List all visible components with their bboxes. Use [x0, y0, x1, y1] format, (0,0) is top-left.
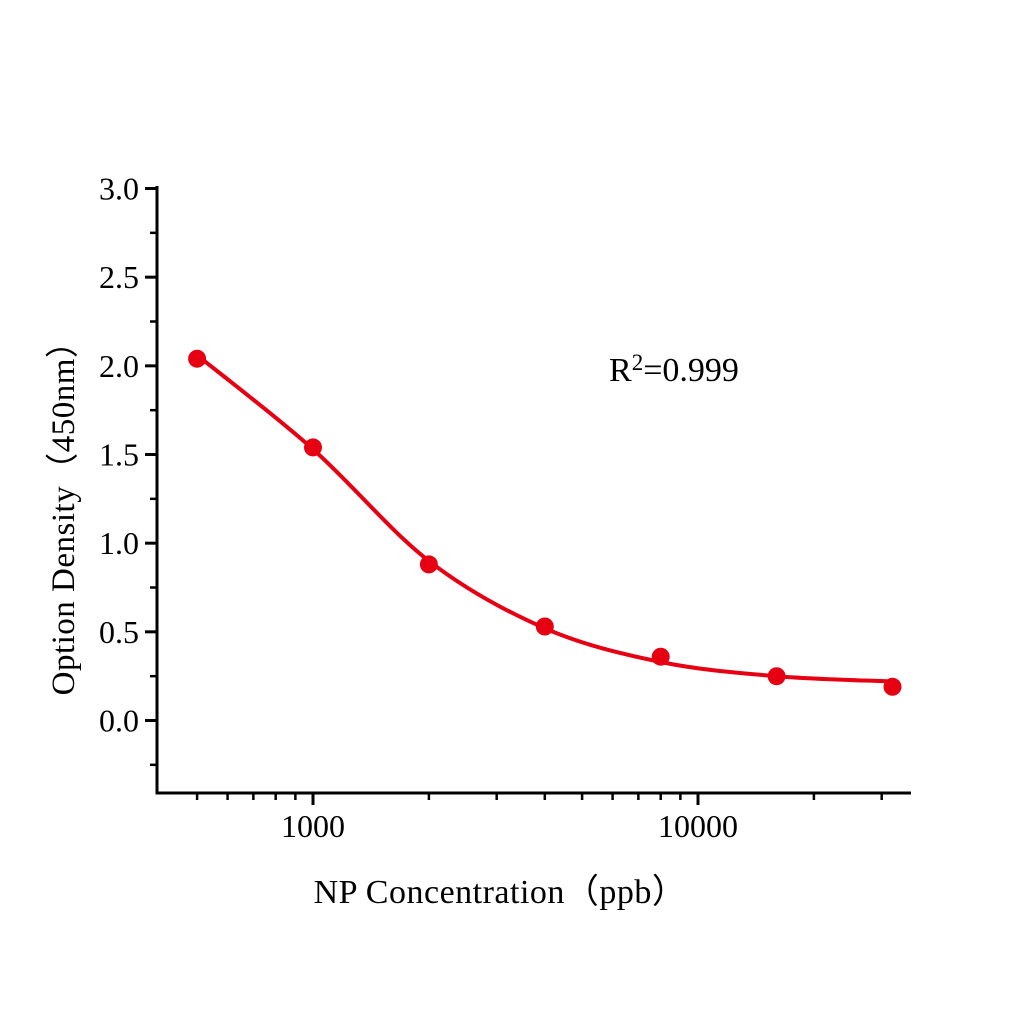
r-squared-value: =0.999 — [643, 352, 739, 389]
y-tick-label: 0.5 — [99, 614, 139, 650]
data-point-marker — [651, 647, 670, 666]
y-tick-label: 0.0 — [99, 703, 139, 739]
x-tick-label: 1000 — [281, 808, 345, 844]
y-axis-title: Option Density（450nm） — [46, 324, 82, 696]
data-point-marker — [883, 677, 902, 696]
x-axis-title: NP Concentration（ppb） — [313, 874, 687, 911]
r-squared-exponent: 2 — [631, 350, 644, 375]
data-point-marker — [535, 617, 554, 636]
y-tick-label: 3.0 — [99, 171, 139, 207]
x-tick-label: 10000 — [658, 808, 738, 844]
data-point-marker — [188, 349, 207, 368]
r-squared-annotation: R2=0.999 — [609, 350, 739, 390]
r-squared-base: R — [609, 352, 632, 389]
y-tick-label: 1.5 — [99, 437, 139, 473]
y-tick-label: 2.5 — [99, 259, 139, 295]
axis-spines — [155, 186, 911, 795]
data-point-marker — [304, 438, 322, 457]
y-tick-label: 1.0 — [99, 525, 139, 561]
data-point-marker — [767, 667, 786, 686]
y-tick-label: 2.0 — [99, 348, 139, 384]
data-point-marker — [419, 555, 438, 574]
